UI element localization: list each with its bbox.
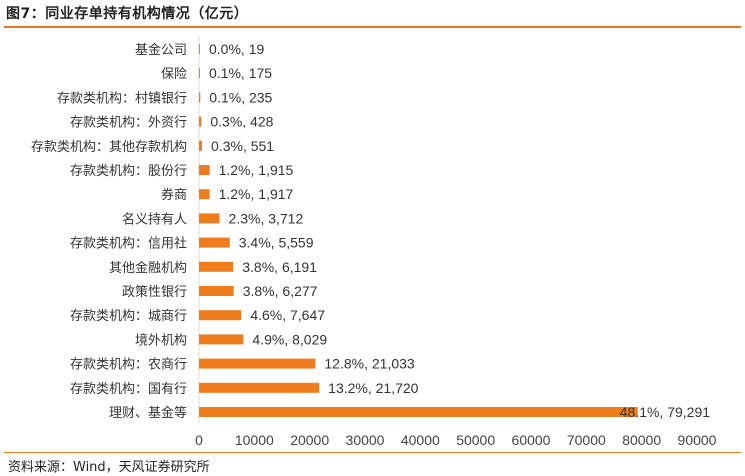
data-label: 0.1%, 235	[209, 89, 272, 105]
category-label: 存款类机构：股份行	[70, 164, 187, 179]
bar	[199, 213, 220, 224]
bar	[199, 382, 320, 393]
x-tick-label: 0	[195, 432, 203, 448]
category-label: 存款类机构：国有行	[70, 382, 187, 397]
bar	[199, 310, 242, 321]
category-label: 券商	[161, 187, 187, 203]
data-label: 4.6%, 7,647	[250, 307, 325, 323]
data-label: 0.1%, 175	[209, 65, 272, 81]
bar	[199, 407, 638, 417]
source-note: 资料来源：Wind，天风证券研究所	[8, 460, 210, 475]
bar	[199, 286, 234, 296]
bar	[199, 116, 202, 127]
data-label: 48.1%, 79,291	[620, 404, 711, 420]
bar	[199, 44, 200, 54]
category-label: 存款类机构：农商行	[70, 358, 187, 373]
footer-rule	[4, 452, 741, 453]
x-tick-label: 80000	[622, 432, 661, 448]
x-tick-label: 20000	[290, 432, 329, 448]
bar	[199, 189, 210, 200]
bar	[199, 92, 201, 103]
category-label: 存款类机构：其他存款机构	[31, 140, 187, 155]
figure-title: 图7：同业存单持有机构情况（亿元）	[6, 6, 249, 22]
x-tick-label: 70000	[567, 432, 606, 448]
data-label: 0.3%, 551	[211, 138, 274, 154]
bar	[199, 358, 316, 369]
bar	[199, 237, 230, 248]
data-label: 3.4%, 5,559	[239, 235, 314, 251]
category-label: 保险	[161, 67, 187, 82]
category-label: 存款类机构：外资行	[70, 116, 187, 131]
bar	[199, 334, 244, 345]
bar	[199, 68, 200, 79]
category-label: 其他金融机构	[109, 260, 187, 276]
bar	[199, 140, 203, 151]
data-label: 2.3%, 3,712	[229, 210, 304, 226]
title-rule	[4, 26, 741, 28]
category-label: 政策性银行	[122, 284, 187, 300]
x-tick-label: 10000	[235, 432, 274, 448]
data-label: 1.2%, 1,917	[219, 186, 294, 202]
data-label: 1.2%, 1,915	[219, 162, 294, 178]
x-tick-label: 90000	[678, 432, 717, 448]
bar-chart: 基金公司 0.0%, 19 保险 0.1%, 175 存款类机构：村镇银行 0.1%, 2…	[31, 36, 717, 448]
data-label: 13.2%, 21,720	[328, 380, 419, 396]
bar	[199, 165, 210, 175]
x-tick-label: 60000	[512, 432, 551, 448]
category-label: 存款类机构：村镇银行	[57, 91, 187, 106]
data-label: 0.0%, 19	[209, 41, 264, 57]
data-label: 3.8%, 6,277	[243, 283, 318, 299]
data-label: 0.3%, 428	[210, 114, 273, 130]
category-label: 名义持有人	[122, 211, 187, 227]
category-label: 境外机构	[135, 333, 187, 348]
x-tick-label: 50000	[456, 432, 495, 448]
data-label: 3.8%, 6,191	[242, 259, 317, 275]
category-label: 理财、基金等	[109, 405, 187, 421]
category-label: 存款类机构：信用社	[70, 236, 187, 252]
category-label: 存款类机构：城商行	[70, 309, 187, 324]
x-tick-label: 40000	[401, 432, 440, 448]
category-label: 基金公司	[135, 42, 187, 58]
x-tick-label: 30000	[346, 432, 385, 448]
bar	[199, 261, 234, 272]
data-label: 12.8%, 21,033	[324, 356, 415, 372]
data-label: 4.9%, 8,029	[252, 331, 327, 347]
